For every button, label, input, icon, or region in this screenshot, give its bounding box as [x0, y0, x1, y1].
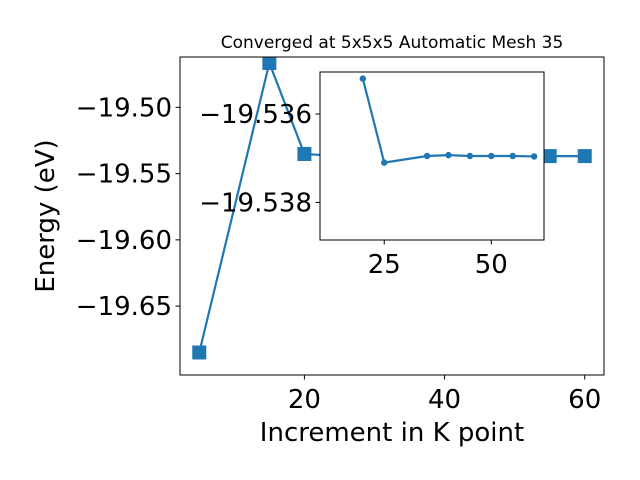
y-axis-label: Energy (eV) [31, 139, 61, 292]
main-data-point [262, 57, 277, 70]
main-y-tick-label: −19.55 [76, 160, 172, 190]
inset-data-point [530, 153, 538, 160]
inset-data-point [488, 152, 495, 160]
inset-data-point [423, 152, 431, 160]
inset-data-point [509, 152, 516, 160]
inset-axes: 25 50 −19.538 −19.536 [199, 71, 545, 280]
main-data-point [297, 146, 312, 161]
inset-x-ticks: 25 50 [368, 240, 508, 280]
main-data-point [192, 345, 207, 360]
inset-series-group [359, 75, 538, 166]
main-x-tick-label: 60 [568, 385, 601, 415]
chart-title: Converged at 5x5x5 Automatic Mesh 35 [221, 33, 564, 53]
main-data-point [577, 149, 592, 164]
inset-series-line [361, 78, 535, 164]
main-x-tick-label: 20 [288, 385, 321, 415]
main-data-point [542, 149, 557, 164]
main-x-ticks: 20 40 60 [288, 375, 601, 415]
inset-data-point [381, 159, 388, 166]
main-axes-frame [179, 56, 605, 376]
main-x-tick-label: 40 [428, 385, 461, 415]
inset-data-point [359, 75, 367, 82]
main-y-tick-label: −19.65 [76, 292, 172, 322]
inset-data-point [466, 152, 474, 160]
inset-y-tick-label: −19.538 [199, 188, 312, 218]
main-y-ticks: −19.65 −19.60 −19.55 −19.50 [76, 93, 180, 322]
inset-data-point [445, 151, 452, 159]
inset-axes-frame [319, 71, 545, 241]
main-y-tick-label: −19.50 [76, 93, 172, 123]
x-axis-label: Increment in K point [260, 418, 524, 448]
inset-y-ticks: −19.538 −19.536 [199, 100, 320, 218]
inset-y-tick-label: −19.536 [199, 100, 312, 130]
inset-x-tick-label: 50 [475, 250, 508, 280]
inset-series [359, 75, 538, 166]
main-y-tick-label: −19.60 [76, 226, 172, 256]
inset-x-tick-label: 25 [368, 250, 401, 280]
